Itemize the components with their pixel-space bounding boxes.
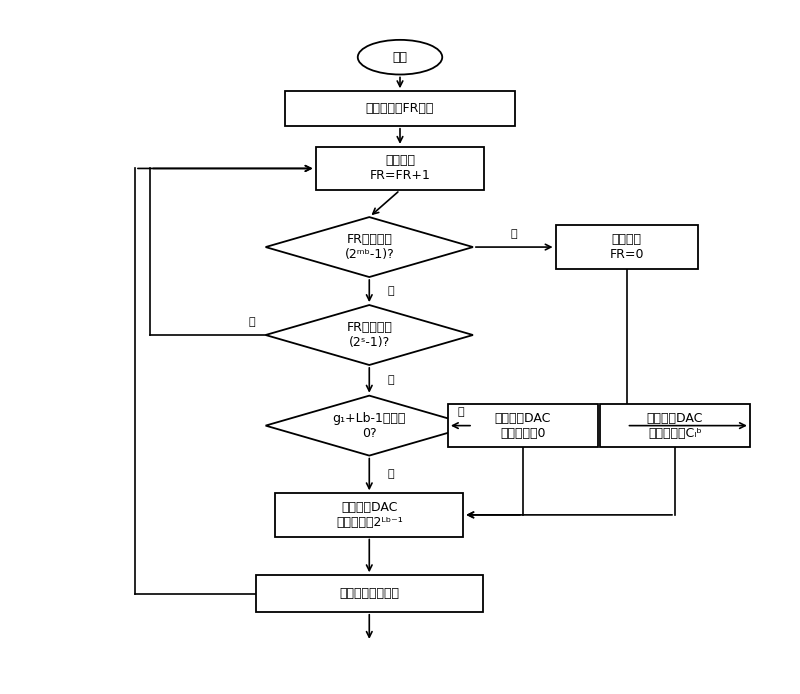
Text: g₁+Lb-1是否为
0?: g₁+Lb-1是否为 0? [333,412,406,439]
Text: 帧计数器
FR=FR+1: 帧计数器 FR=FR+1 [370,155,430,183]
Text: 否: 否 [387,286,394,296]
Text: 对应像素DAC
数据输出为2ᴸᵇ⁻¹: 对应像素DAC 数据输出为2ᴸᵇ⁻¹ [336,501,402,529]
Text: 帧计数器
FR=0: 帧计数器 FR=0 [610,233,644,261]
Bar [275,493,463,536]
Text: 是: 是 [457,407,464,417]
Text: 否: 否 [249,316,255,327]
Text: 是: 是 [511,229,518,239]
Polygon shape [266,396,473,455]
Text: 是: 是 [387,375,394,385]
Bar [555,226,698,269]
Polygon shape [266,217,473,277]
Ellipse shape [358,40,442,74]
Polygon shape [266,305,473,365]
Bar [600,404,750,447]
Text: 对应像素DAC
数据输出为Cₗᵇ: 对应像素DAC 数据输出为Cₗᵇ [646,412,703,439]
Text: 子帧全屏数据输出: 子帧全屏数据输出 [339,587,399,600]
Text: 否: 否 [387,469,394,480]
Text: FR是否大于
(2ᵐᵇ-1)?: FR是否大于 (2ᵐᵇ-1)? [345,233,394,261]
Bar [315,147,485,190]
Text: 对应像素DAC
数据输出为0: 对应像素DAC 数据输出为0 [494,412,551,439]
Text: FR是否等于
(2ˢ-1)?: FR是否等于 (2ˢ-1)? [346,321,392,349]
Text: 子帧计数器FR清零: 子帧计数器FR清零 [366,102,434,115]
Bar [256,575,482,612]
Bar [285,91,515,126]
Text: 开始: 开始 [393,51,407,64]
Bar [448,404,598,447]
